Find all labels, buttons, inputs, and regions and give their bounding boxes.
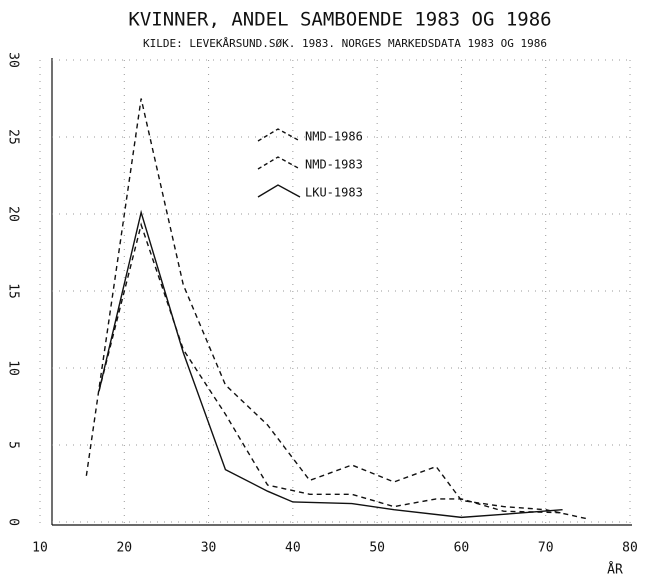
x-axis-label: ÅR xyxy=(607,562,623,578)
x-tick-label: 10 xyxy=(32,541,48,556)
legend-label: LKU-1983 xyxy=(305,186,363,200)
y-tick-label: 5 xyxy=(6,441,21,449)
x-tick-label: 60 xyxy=(454,541,470,556)
y-tick-label: 30 xyxy=(6,52,21,68)
x-tick-label: 40 xyxy=(285,541,301,556)
x-tick-label: 30 xyxy=(201,541,217,556)
x-tick-label: 50 xyxy=(369,541,385,556)
legend-label: NMD-1986 xyxy=(305,130,363,144)
x-tick-label: 70 xyxy=(538,541,554,556)
chart-subtitle: KILDE: LEVEKÅRSUND.SØK. 1983. NORGES MAR… xyxy=(143,37,547,50)
y-tick-label: 20 xyxy=(6,206,21,222)
x-tick-label: 80 xyxy=(622,541,638,556)
series-line xyxy=(85,98,589,520)
series-line xyxy=(98,209,563,519)
legend-swatch xyxy=(257,156,301,170)
legend-swatch xyxy=(257,184,301,198)
chart-title: KVINNER, ANDEL SAMBOENDE 1983 OG 1986 xyxy=(128,9,551,31)
series-line xyxy=(98,222,563,514)
y-tick-label: 15 xyxy=(6,283,21,299)
legend-label: NMD-1983 xyxy=(305,158,363,172)
x-tick-label: 20 xyxy=(116,541,132,556)
y-tick-label: 10 xyxy=(6,360,21,376)
legend-swatch xyxy=(257,128,301,142)
y-tick-label: 0 xyxy=(6,518,21,526)
y-tick-label: 25 xyxy=(6,129,21,145)
